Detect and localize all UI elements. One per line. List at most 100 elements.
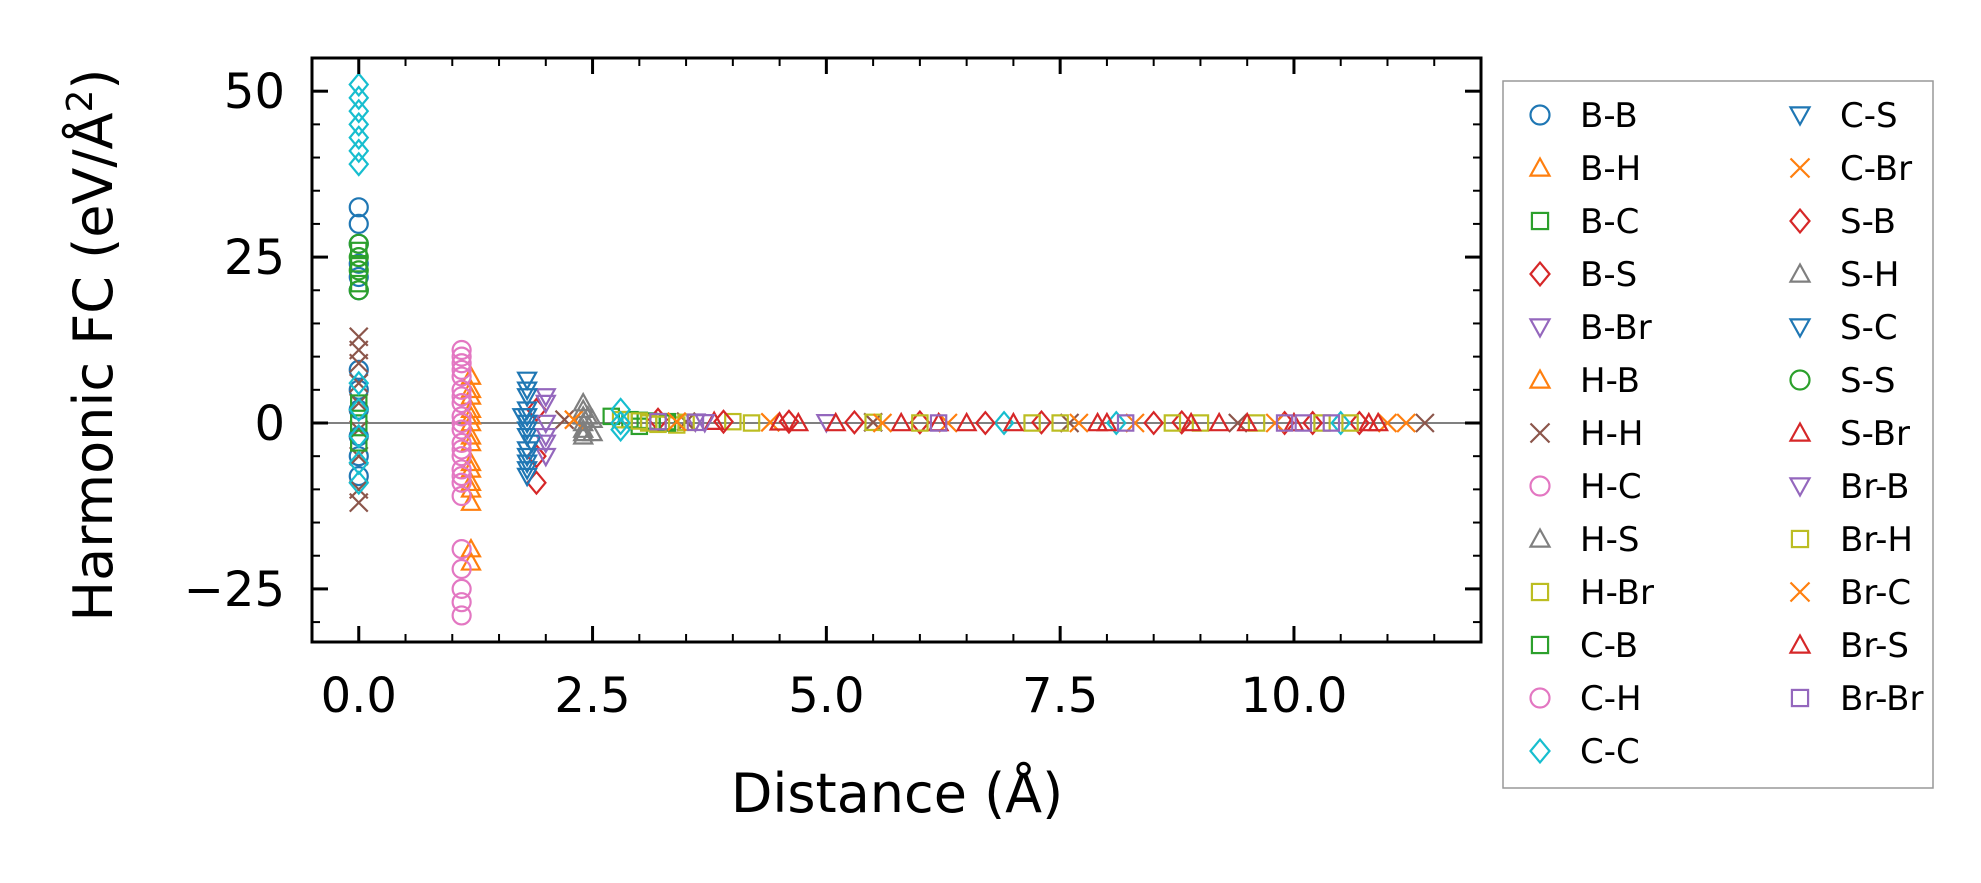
data-point (1330, 410, 1352, 436)
data-point (572, 425, 595, 445)
data-point (348, 260, 369, 281)
legend: B-B B-H B-C B-S B-Br H-B H-H H-C H-S H-Br C-B C-H C-… (1502, 80, 1934, 789)
data-point (348, 233, 369, 254)
data-point (686, 413, 705, 432)
data-point (610, 410, 632, 436)
x-tick-label: 2.5 (554, 668, 630, 724)
data-point (581, 408, 604, 428)
data-point (516, 454, 538, 475)
data-point (534, 414, 557, 435)
legend-marker (1788, 633, 1812, 654)
data-point (350, 254, 368, 273)
data-point (451, 386, 472, 407)
legend-marker (1528, 368, 1552, 389)
legend-item-h-h: H-H (1529, 414, 1643, 454)
data-point (516, 388, 538, 408)
legend-marker (1788, 421, 1812, 442)
legend-label: B-S (1580, 255, 1637, 295)
data-point (929, 414, 948, 432)
data-point (760, 412, 781, 433)
data-point (863, 412, 883, 433)
data-point (577, 405, 599, 425)
y-tick-label: −25 (184, 562, 285, 618)
legend-marker (1529, 422, 1551, 444)
data-point (348, 111, 370, 137)
data-point (460, 471, 482, 492)
data-point (572, 418, 595, 438)
legend-item-h-b: H-B (1528, 361, 1640, 401)
y-tick-label: 0 (254, 396, 285, 452)
data-point (554, 409, 575, 430)
data-point (451, 406, 472, 427)
legend-label: C-Br (1840, 149, 1912, 189)
data-point (1313, 414, 1331, 432)
legend-item-h-br: H-Br (1530, 573, 1654, 613)
series-s-s (348, 233, 369, 301)
data-point (1059, 413, 1080, 433)
legend-label: B-H (1580, 149, 1641, 189)
legend-marker (1529, 475, 1551, 497)
data-point (1143, 410, 1165, 436)
data-point (610, 417, 632, 443)
data-point (451, 379, 472, 400)
data-point (451, 592, 472, 613)
y-axis-label-end: ) (62, 69, 125, 90)
legend-item-c-br: C-Br (1789, 149, 1912, 189)
legend-item-c-b: C-B (1530, 626, 1638, 666)
data-point (872, 413, 893, 433)
series-s-c (516, 381, 538, 481)
series-br-s (787, 411, 1389, 432)
legend-label: S-H (1840, 255, 1899, 295)
data-point (348, 213, 369, 235)
data-point (1367, 411, 1389, 432)
data-point (348, 393, 369, 413)
data-point (451, 472, 472, 493)
legend-item-s-c: S-C (1788, 308, 1898, 348)
data-point (451, 446, 472, 467)
legend-item-c-c: C-C (1529, 732, 1640, 772)
data-point (768, 411, 791, 431)
data-point (1302, 410, 1324, 436)
data-point (1116, 414, 1135, 432)
legend-item-s-s: S-S (1789, 361, 1895, 401)
data-point (1096, 411, 1118, 432)
legend-marker (1530, 582, 1550, 602)
legend-marker (1788, 262, 1812, 283)
data-point (1002, 411, 1025, 432)
legend-label: S-Br (1840, 414, 1910, 454)
legend-label: Br-S (1840, 626, 1909, 666)
x-axis-label: Distance (Å) (731, 761, 1063, 825)
legend-item-s-b: S-B (1789, 202, 1896, 242)
data-point (1415, 413, 1435, 433)
data-point (667, 416, 686, 434)
data-point (1031, 409, 1052, 435)
data-point (451, 346, 472, 367)
data-point (451, 339, 472, 361)
legend-label: Br-C (1840, 573, 1911, 613)
data-point (348, 397, 370, 423)
plot-frame (310, 56, 1483, 644)
data-point (824, 411, 847, 432)
legend-label: B-C (1580, 202, 1639, 242)
data-point (724, 412, 742, 431)
legend-item-h-c: H-C (1529, 467, 1642, 507)
data-point (787, 411, 810, 432)
axes: 0.0 2.5 5.0 7.5 10.0 −25 0 25 50 (184, 56, 1483, 724)
data-point (1236, 411, 1259, 432)
data-point (460, 491, 482, 511)
series-s-h (572, 391, 599, 442)
legend-item-s-br: S-Br (1788, 414, 1910, 454)
legend-item-br-h: Br-H (1790, 520, 1913, 560)
data-point (974, 410, 996, 436)
y-axis-label: Harmonic FC (eV/Å2) (60, 69, 125, 622)
data-point (348, 373, 369, 393)
data-point (843, 409, 865, 435)
legend-marker (1530, 211, 1550, 231)
data-point (451, 419, 472, 440)
legend-marker (1789, 207, 1811, 235)
legend-item-c-s: C-S (1788, 96, 1898, 136)
data-point (1208, 411, 1231, 432)
legend-item-b-br: B-Br (1528, 308, 1652, 348)
legend-marker (1788, 106, 1812, 127)
data-point (534, 447, 557, 468)
